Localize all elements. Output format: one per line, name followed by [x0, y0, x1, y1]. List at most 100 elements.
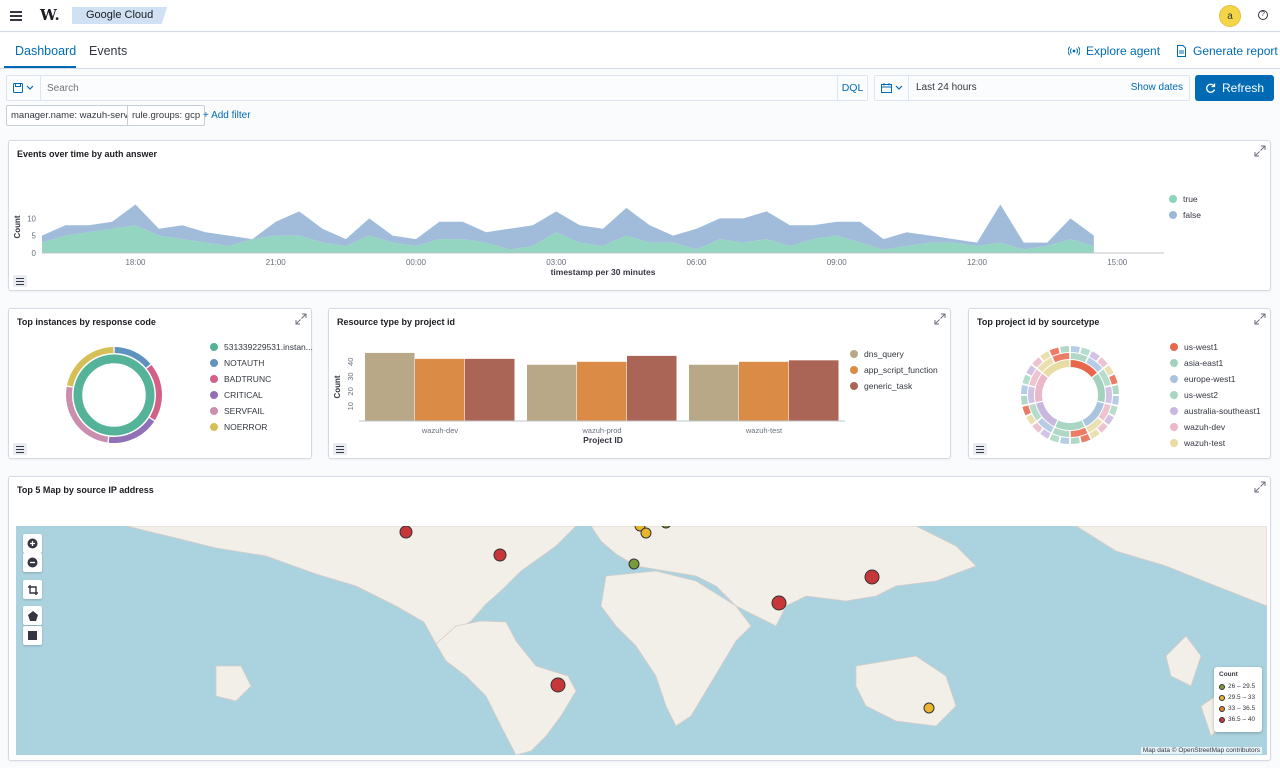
add-filter-link[interactable]: + Add filter [203, 110, 251, 121]
legend-toggle-icon[interactable] [333, 443, 347, 455]
ring-slice [1052, 427, 1070, 437]
legend-item[interactable]: europe-west1 [1170, 374, 1236, 384]
expand-icon[interactable] [295, 313, 307, 325]
ring-slice [1049, 347, 1060, 356]
bar [789, 360, 839, 421]
draw-polygon-button[interactable] [23, 606, 42, 625]
expand-icon[interactable] [1254, 313, 1266, 325]
legend-item[interactable]: australia-southeast1 [1170, 406, 1261, 416]
tab-dashboard[interactable]: Dashboard [15, 44, 77, 58]
x-tick-label: 12:00 [967, 258, 988, 267]
map-marker[interactable] [661, 526, 671, 529]
legend-item-true[interactable]: true [1169, 194, 1198, 204]
ring-slice [1105, 386, 1112, 404]
legend-label: true [1183, 194, 1198, 204]
legend-item[interactable]: SERVFAIL [210, 406, 264, 416]
ring-slice [1082, 401, 1104, 427]
ring-slice [1022, 374, 1031, 385]
legend-swatch [210, 407, 218, 415]
legend-label: generic_task [864, 381, 913, 391]
zoom-in-button[interactable] [23, 534, 42, 553]
expand-icon[interactable] [934, 313, 946, 325]
hamburger-menu-icon[interactable] [8, 6, 26, 26]
map-marker[interactable] [923, 702, 935, 714]
x-axis-title: Project ID [583, 435, 623, 445]
dql-toggle-button[interactable]: DQL [837, 76, 867, 100]
legend-item[interactable]: app_script_function [850, 365, 938, 375]
expand-icon[interactable] [1254, 145, 1266, 157]
show-dates-link[interactable]: Show dates [1130, 82, 1183, 93]
legend-item[interactable]: us-west2 [1170, 390, 1218, 400]
filter-pill-manager-name[interactable]: manager.name: wazuh-server [6, 105, 142, 126]
legend-item[interactable]: asia-east1 [1170, 358, 1223, 368]
refresh-icon [1206, 83, 1216, 93]
document-icon [1177, 45, 1186, 57]
legend-swatch [1170, 343, 1178, 351]
search-input[interactable] [45, 76, 835, 100]
map-attribution: Map data © OpenStreetMap contributors [1140, 747, 1262, 754]
map-marker[interactable] [628, 558, 640, 570]
legend-label: CRITICAL [224, 390, 263, 400]
date-range-text[interactable]: Last 24 hours [916, 82, 977, 93]
legend-toggle-icon[interactable] [973, 443, 987, 455]
legend-item[interactable]: NOTAUTH [210, 358, 264, 368]
x-tick-label: 03:00 [546, 258, 567, 267]
map-marker[interactable] [399, 526, 413, 539]
legend-item[interactable]: 531339229531.instan... [210, 342, 313, 352]
x-tick-label: 15:00 [1107, 258, 1128, 267]
legend-item[interactable]: us-west1 [1170, 342, 1218, 352]
map-marker[interactable] [493, 548, 507, 562]
zoom-out-button[interactable] [23, 553, 42, 572]
world-map[interactable] [16, 526, 1267, 755]
bar [415, 358, 465, 421]
legend-item[interactable]: wazuh-dev [1170, 422, 1225, 432]
ring-slice [1086, 357, 1103, 372]
ring-slice [1080, 347, 1091, 356]
ring-slice [1043, 360, 1070, 378]
minus-circle-icon [27, 557, 38, 568]
legend-item[interactable]: CRITICAL [210, 390, 263, 400]
legend-toggle-icon[interactable] [13, 443, 27, 455]
legend-item[interactable]: BADTRUNC [210, 374, 271, 384]
bar [739, 361, 789, 421]
panel-title: Top 5 Map by source IP address [17, 485, 154, 495]
legend-label: app_script_function [864, 365, 938, 375]
generate-report-label: Generate report [1193, 44, 1278, 58]
plus-circle-icon [27, 538, 38, 549]
wazuh-logo[interactable]: W. [40, 6, 60, 24]
legend-item[interactable]: wazuh-test [1170, 438, 1225, 448]
expand-icon[interactable] [1254, 481, 1266, 493]
ring-slice [1028, 386, 1035, 404]
legend-toggle-icon[interactable] [13, 275, 27, 287]
help-icon[interactable]: ? [1258, 10, 1268, 20]
rectangle-icon [28, 631, 37, 640]
legend-item-false[interactable]: false [1169, 210, 1201, 220]
map-marker[interactable] [550, 677, 566, 693]
map-marker[interactable] [864, 569, 880, 585]
tab-events[interactable]: Events [89, 44, 128, 58]
filter-pill-rule-groups[interactable]: rule.groups: gcp [127, 105, 206, 126]
saved-query-menu-button[interactable] [7, 76, 41, 100]
breadcrumb[interactable]: Google Cloud [72, 7, 168, 24]
map-legend-swatch [1219, 705, 1225, 712]
legend-swatch [850, 366, 858, 374]
legend-item[interactable]: NOERROR [210, 422, 267, 432]
panel-title: Top project id by sourcetype [977, 317, 1100, 327]
ring-slice [1049, 434, 1060, 443]
refresh-button[interactable]: Refresh [1195, 75, 1274, 101]
draw-rectangle-button[interactable] [23, 626, 42, 645]
generate-report-button[interactable]: Generate report [1176, 44, 1278, 58]
map-markers [399, 526, 935, 714]
legend-label: 531339229531.instan... [224, 342, 313, 352]
active-tab-indicator [4, 66, 76, 68]
avatar[interactable]: a [1219, 5, 1241, 27]
map-marker[interactable] [640, 527, 652, 539]
ring-slice [1097, 422, 1108, 433]
map-legend-swatch [1219, 683, 1225, 690]
legend-item[interactable]: generic_task [850, 381, 912, 391]
fit-bounds-button[interactable] [23, 580, 42, 599]
quick-date-menu-button[interactable] [875, 76, 909, 100]
legend-item[interactable]: dns_query [850, 349, 904, 359]
explore-agent-button[interactable]: Explore agent [1068, 44, 1160, 58]
map-marker[interactable] [771, 595, 787, 611]
